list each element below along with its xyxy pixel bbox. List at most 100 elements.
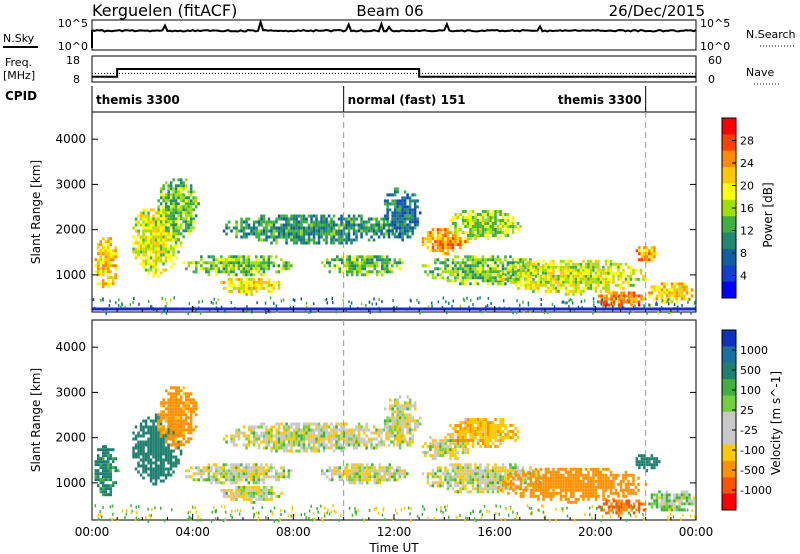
echo-cell xyxy=(406,416,409,420)
echo-cell xyxy=(302,422,306,426)
echo-cell xyxy=(589,265,593,269)
echo-cell xyxy=(694,304,697,308)
echo-cell xyxy=(408,199,412,203)
echo-cell xyxy=(200,258,203,262)
echo-cell xyxy=(230,434,233,438)
echo-cell xyxy=(347,214,351,218)
echo-cell xyxy=(499,213,502,216)
echo-cell xyxy=(297,223,301,227)
echo-cell xyxy=(514,262,518,266)
echo-cell xyxy=(154,265,158,269)
echo-cell xyxy=(232,273,236,277)
echo-cell xyxy=(227,264,231,268)
echo-cell xyxy=(577,268,580,272)
echo-cell xyxy=(536,270,540,274)
echo-cell xyxy=(139,235,143,239)
echo-cell xyxy=(441,240,445,244)
echo-cell xyxy=(287,267,291,271)
echo-cell xyxy=(320,217,323,221)
echo-cell xyxy=(449,457,452,461)
echo-cell xyxy=(162,199,165,203)
echo-cell xyxy=(282,443,286,447)
echo-cell xyxy=(511,433,515,436)
echo-cell xyxy=(406,428,409,432)
echo-cell xyxy=(257,220,261,224)
echo-cell xyxy=(421,243,425,247)
echo-cell xyxy=(182,428,185,432)
echo-cell xyxy=(481,424,485,427)
echo-cell xyxy=(427,305,430,309)
echo-cell xyxy=(380,440,383,444)
echo-cell xyxy=(124,305,127,309)
echo-cell xyxy=(245,478,248,482)
echo-cell xyxy=(396,401,399,405)
echo-cell xyxy=(368,261,371,265)
echo-cell xyxy=(381,267,384,271)
echo-cell xyxy=(169,455,173,459)
echo-cell xyxy=(501,424,505,427)
echo-cell xyxy=(431,234,435,238)
echo-cell xyxy=(230,437,233,441)
echo-cell xyxy=(429,240,432,244)
echo-cell xyxy=(272,220,276,224)
echo-cell xyxy=(242,280,246,284)
echo-cell xyxy=(325,443,328,447)
echo-cell xyxy=(164,196,168,200)
echo-cell xyxy=(327,220,331,224)
echo-cell xyxy=(421,451,425,455)
echo-cell xyxy=(302,428,306,432)
echo-cell xyxy=(388,229,392,233)
echo-cell xyxy=(159,202,163,206)
echo-cell xyxy=(517,286,520,290)
echo-cell xyxy=(632,291,636,295)
echo-cell xyxy=(572,274,575,278)
echo-cell xyxy=(172,401,175,405)
echo-cell xyxy=(94,475,97,479)
echo-cell xyxy=(167,229,170,233)
echo-cell xyxy=(177,187,180,191)
echo-cell xyxy=(391,434,394,438)
echo-cell xyxy=(267,229,271,233)
echo-cell xyxy=(152,229,155,233)
echo-cell xyxy=(529,268,533,272)
echo-cell xyxy=(262,446,266,450)
echo-cell xyxy=(514,439,517,442)
echo-cell xyxy=(668,300,671,304)
echo-cell xyxy=(330,229,333,233)
echo-cell xyxy=(366,273,369,277)
echo-cell xyxy=(353,466,356,470)
echo-cell xyxy=(524,280,528,284)
echo-cell xyxy=(174,443,178,447)
echo-cell xyxy=(471,234,475,237)
echo-cell xyxy=(237,286,241,290)
echo-cell xyxy=(290,446,293,450)
echo-cell xyxy=(486,237,490,240)
echo-cell xyxy=(302,437,306,441)
echo-cell xyxy=(142,214,145,218)
echo-cell xyxy=(547,268,550,272)
echo-cell xyxy=(398,208,402,212)
echo-cell xyxy=(230,261,233,265)
echo-cell xyxy=(436,249,440,253)
echo-cell xyxy=(375,443,378,447)
echo-cell xyxy=(476,478,480,482)
echo-cell xyxy=(491,231,495,234)
echo-cell xyxy=(174,461,178,465)
echo-cell xyxy=(149,434,153,438)
echo-cell xyxy=(471,210,475,213)
echo-cell xyxy=(267,437,271,441)
echo-cell xyxy=(225,494,228,498)
echo-cell xyxy=(302,440,306,444)
echo-cell xyxy=(252,475,256,479)
echo-cell xyxy=(421,445,425,449)
echo-cell xyxy=(504,267,507,271)
echo-cell xyxy=(320,428,323,432)
echo-cell xyxy=(280,232,283,236)
echo-cell xyxy=(587,259,590,263)
echo-cell xyxy=(343,264,346,268)
echo-cell xyxy=(109,478,112,482)
echo-cell xyxy=(287,472,291,476)
echo-cell xyxy=(441,442,445,446)
echo-cell xyxy=(332,226,336,230)
echo-cell xyxy=(252,261,256,265)
